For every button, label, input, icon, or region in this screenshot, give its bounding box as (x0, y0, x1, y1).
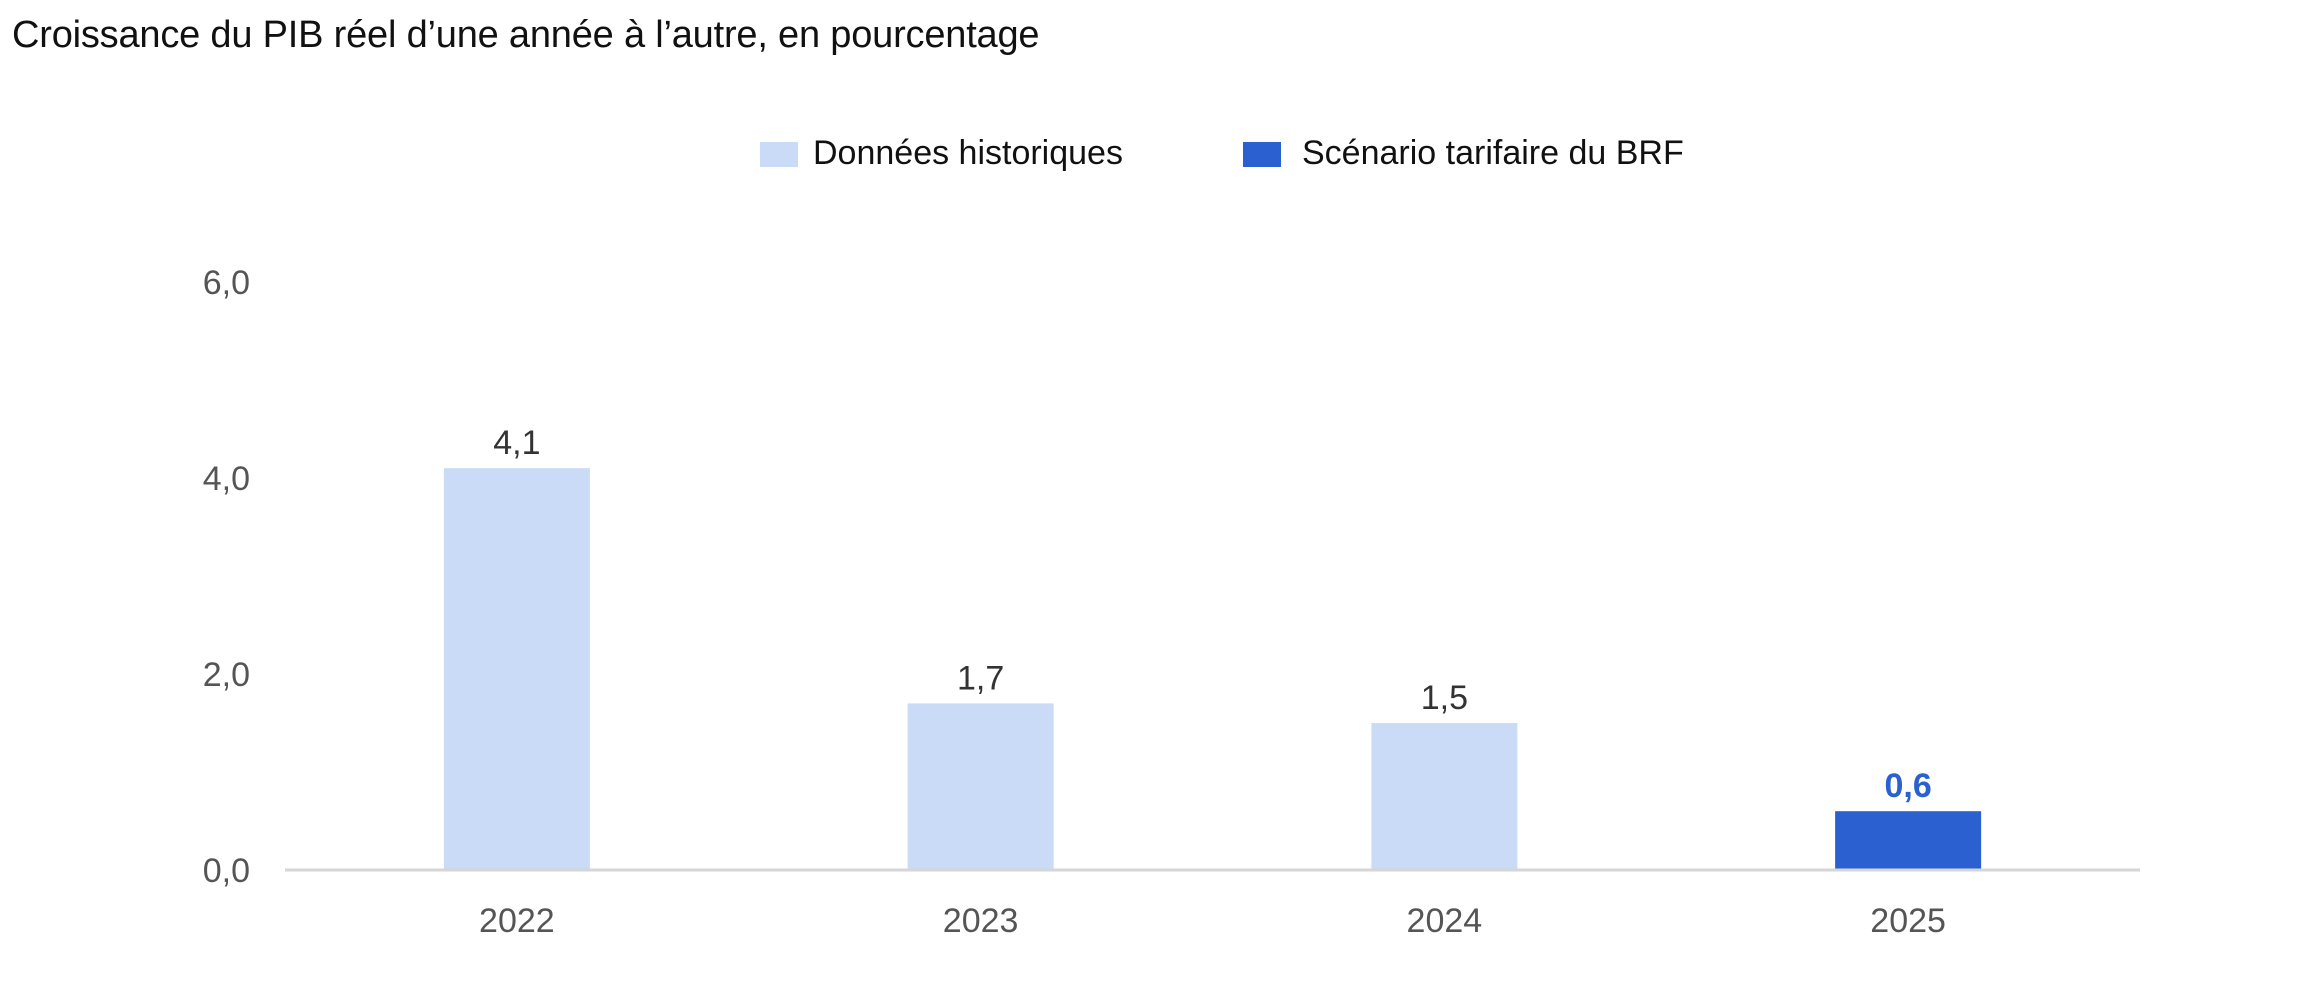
x-tick-label-2024: 2024 (1407, 902, 1483, 940)
y-tick-label: 4,0 (203, 460, 250, 498)
legend-swatch-historical (760, 142, 798, 167)
data-label-2022: 4,1 (493, 424, 540, 462)
legend-swatch-scenario (1243, 142, 1281, 167)
y-tick-label: 6,0 (203, 264, 250, 302)
bar-2025 (1835, 811, 1982, 870)
data-label-2023: 1,7 (957, 659, 1004, 697)
x-tick-label-2022: 2022 (479, 902, 555, 940)
chart-title: Croissance du PIB réel d’une année à l’a… (12, 14, 1040, 56)
bar-2024 (1371, 723, 1518, 870)
legend-label-scenario: Scénario tarifaire du BRF (1302, 134, 1684, 172)
data-label-2025: 0,6 (1884, 767, 1931, 805)
x-tick-label-2023: 2023 (943, 902, 1019, 940)
data-label-2024: 1,5 (1421, 679, 1468, 717)
x-tick-label-2025: 2025 (1870, 902, 1946, 940)
legend-label-historical: Données historiques (813, 134, 1123, 172)
y-tick-label: 0,0 (203, 852, 250, 890)
bar-2023 (907, 703, 1054, 870)
y-tick-label: 2,0 (203, 656, 250, 694)
bar-2022 (443, 468, 590, 870)
